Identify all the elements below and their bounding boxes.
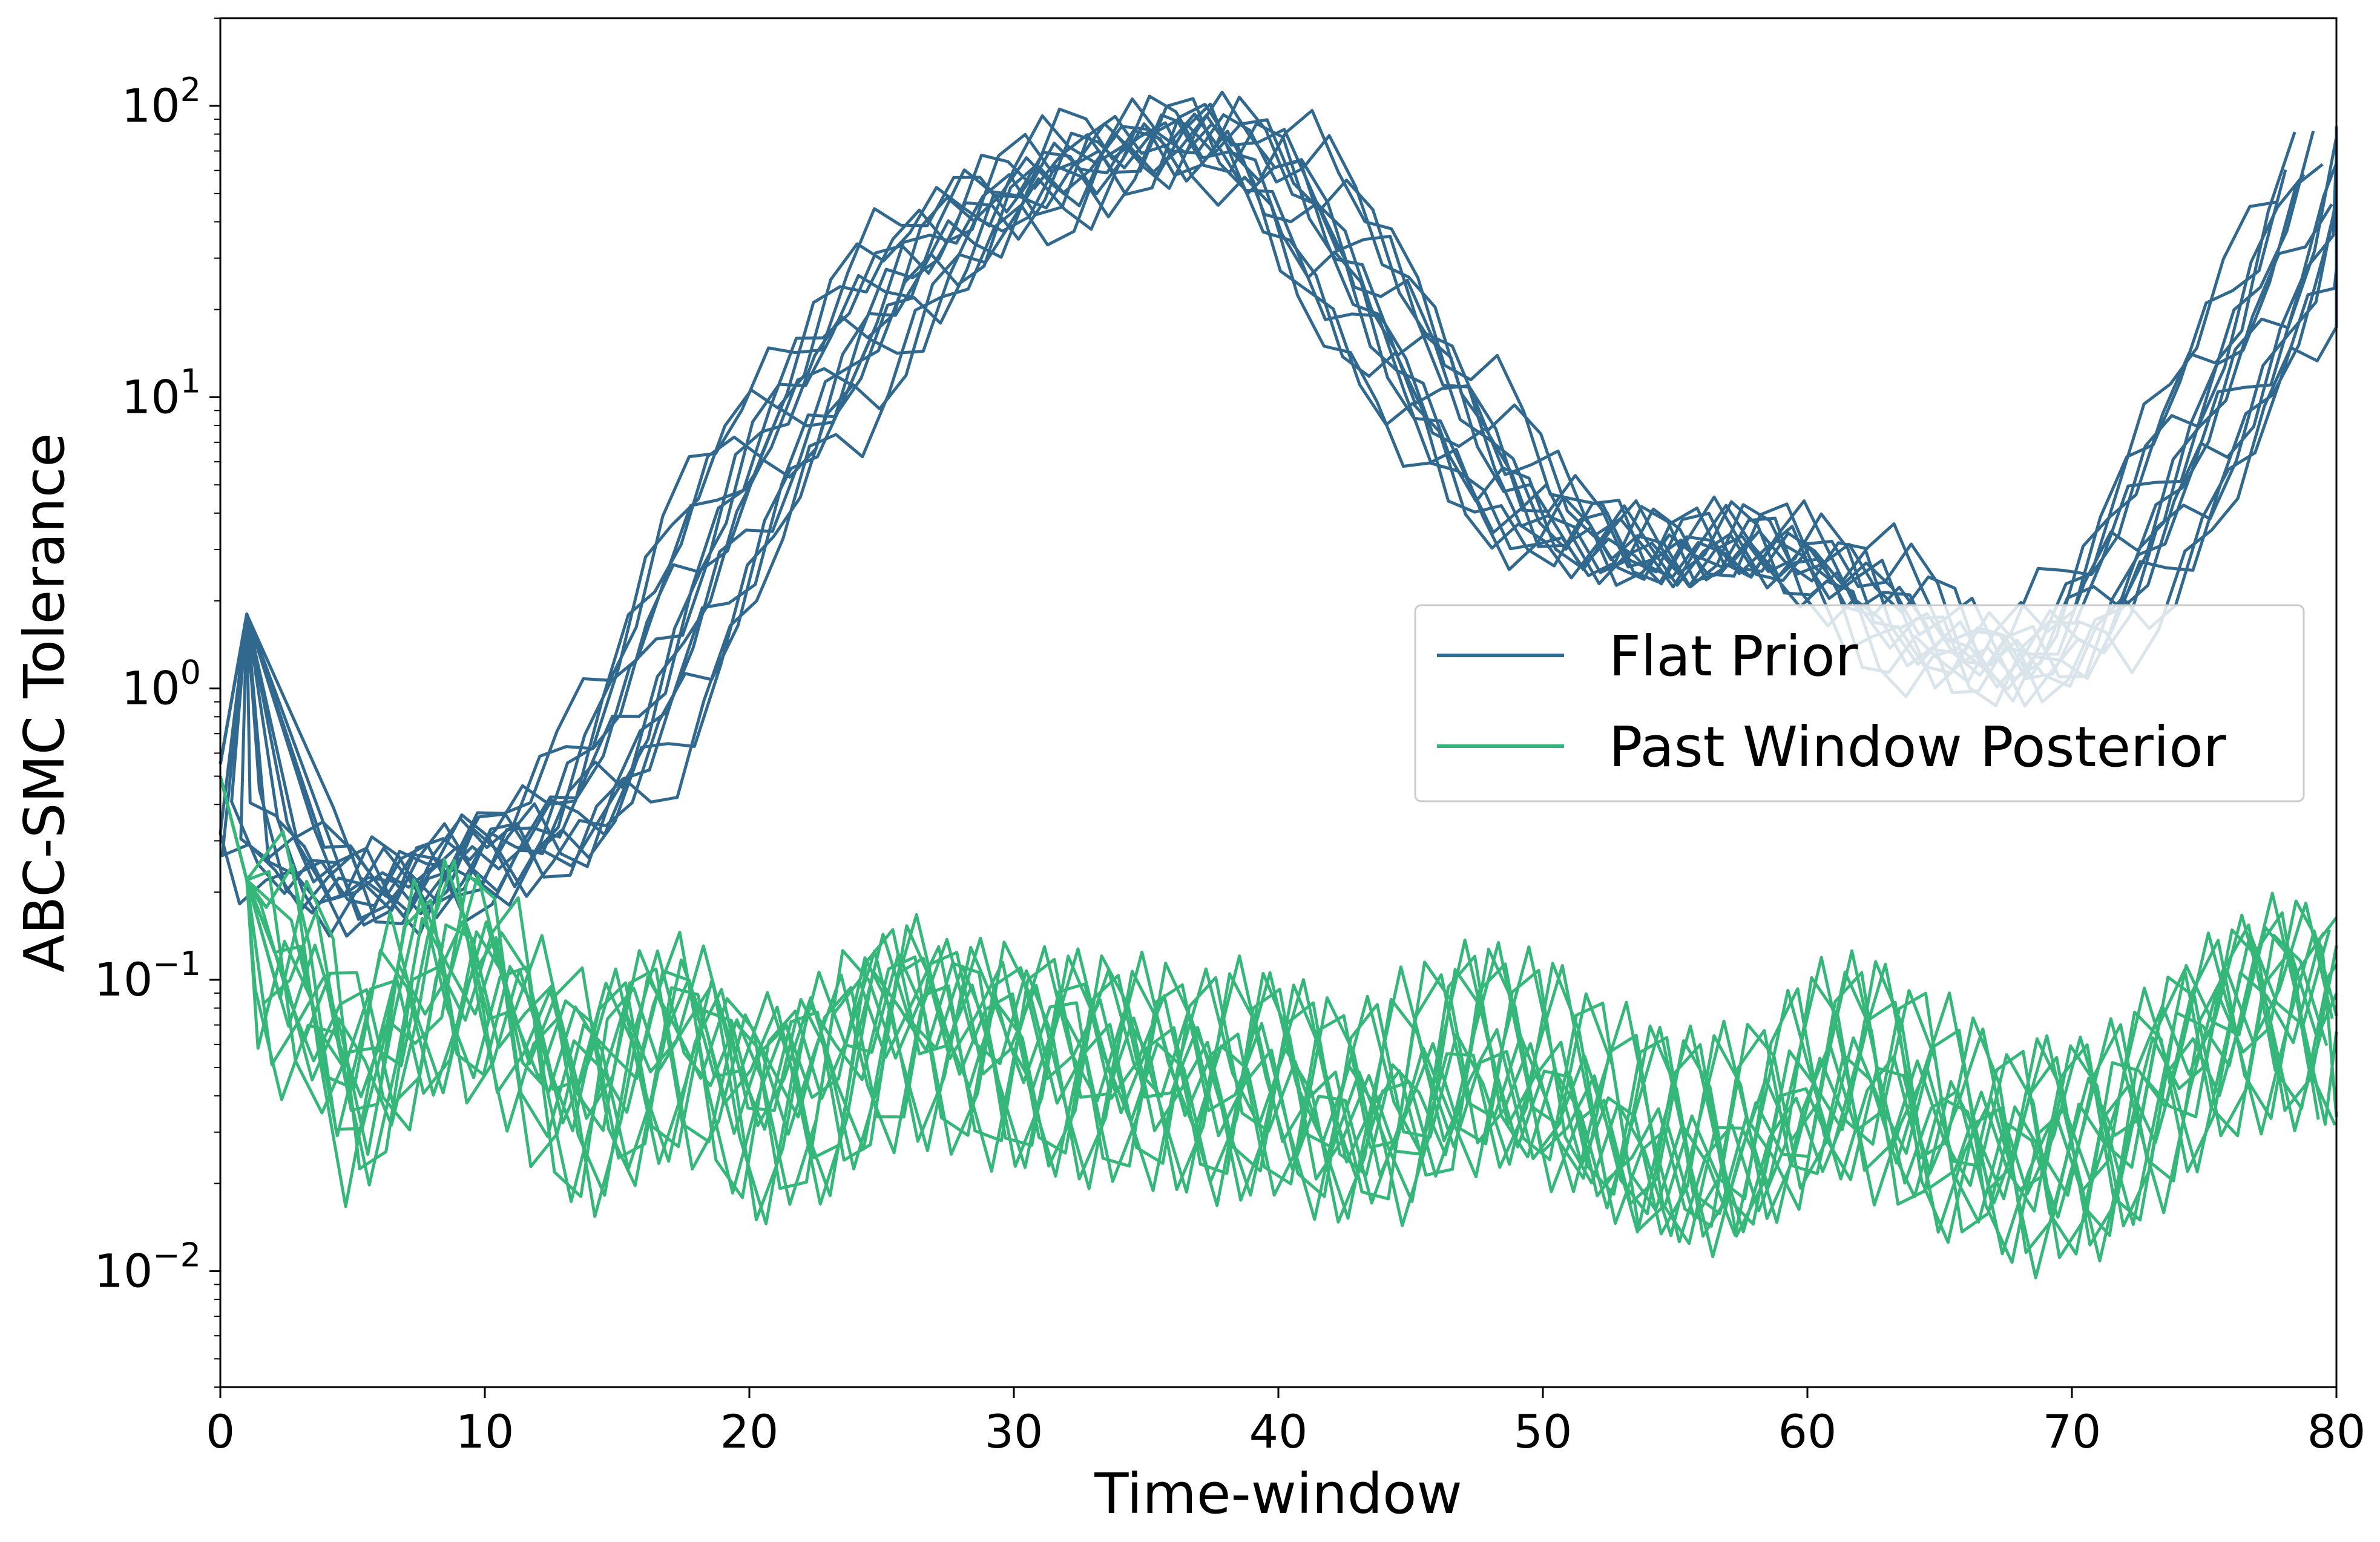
y-tick-label: 10−2 (94, 1236, 201, 1298)
legend: Flat Prior Past Window Posterior (1414, 604, 2305, 802)
y-tick-label: 100 (122, 654, 201, 715)
series-1-run-9 (219, 775, 2338, 1255)
series-1-run-10 (219, 775, 2338, 1256)
x-tick-label: 60 (1778, 1405, 1837, 1458)
series-1-run-12 (219, 775, 2338, 1234)
x-axis-label: Time-window (1094, 1462, 1462, 1526)
x-tick-label: 40 (1249, 1405, 1308, 1458)
y-tick-label: 101 (122, 362, 201, 424)
series-1-run-13 (219, 775, 2338, 1247)
y-axis-label: ABC-SMC Tolerance (12, 433, 77, 973)
x-tick-label: 70 (2043, 1405, 2102, 1458)
y-tick-label: 10−1 (94, 945, 201, 1006)
x-tick-label: 20 (720, 1405, 779, 1458)
x-tick-label: 30 (985, 1405, 1044, 1458)
legend-label-past-window-posterior: Past Window Posterior (1609, 715, 2226, 779)
y-tick-label: 102 (122, 71, 201, 133)
legend-label-flat-prior: Flat Prior (1609, 624, 1858, 689)
series-1 (219, 775, 2338, 1279)
series-1-run-3 (219, 775, 2329, 1279)
x-axis-ticks: 0 10 20 30 40 50 60 70 80 (206, 1387, 2366, 1458)
x-tick-label: 0 (206, 1405, 235, 1458)
series-1-run-11 (219, 775, 2338, 1236)
x-tick-label: 10 (456, 1405, 514, 1458)
x-tick-label: 50 (1514, 1405, 1573, 1458)
legend-frame (1414, 604, 2305, 802)
x-tick-label: 80 (2307, 1405, 2366, 1458)
y-axis-ticks: 10−2 10−1 100 101 102 (94, 18, 220, 1388)
